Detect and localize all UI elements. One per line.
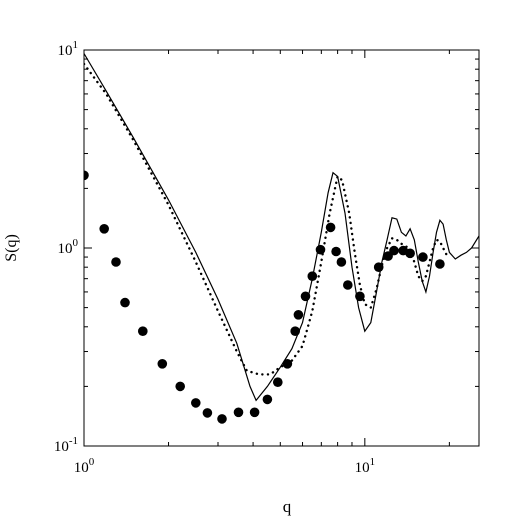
data-point: [111, 257, 121, 267]
data-point: [282, 359, 293, 369]
data-point: [217, 414, 227, 424]
y-tick-label: 100: [58, 237, 79, 257]
tick-exponent: 0: [89, 456, 95, 468]
x-tick-label: 100: [74, 456, 95, 476]
data-point: [99, 224, 109, 234]
series-dotted-line: [84, 62, 451, 376]
tick-exponent: -1: [69, 435, 78, 447]
data-point: [191, 398, 201, 408]
tick-base: 10: [54, 439, 69, 455]
tick-base: 10: [58, 43, 73, 59]
tick-base: 10: [74, 460, 89, 476]
series-group: [84, 53, 479, 424]
data-point: [273, 377, 283, 388]
data-point: [138, 326, 148, 337]
data-point: [435, 259, 445, 269]
tick-exponent: 1: [73, 39, 79, 51]
data-point: [84, 170, 89, 181]
data-point: [293, 310, 304, 320]
data-point: [249, 407, 260, 418]
tick-base: 10: [355, 460, 370, 476]
y-axis-label: S(q): [3, 234, 20, 262]
data-point: [405, 248, 415, 259]
data-point: [355, 291, 365, 302]
plot-frame: [83, 49, 480, 447]
x-tick-label: 101: [355, 456, 376, 476]
data-point: [418, 252, 428, 262]
data-point: [389, 245, 399, 256]
x-axis-label: q: [283, 497, 292, 516]
tick-base: 10: [58, 241, 73, 257]
data-point: [336, 257, 347, 267]
y-tick-label: 10-1: [54, 435, 78, 455]
data-point: [300, 291, 311, 302]
data-point: [202, 408, 213, 418]
data-point: [343, 280, 353, 290]
data-point: [307, 271, 318, 282]
series-solid-line: [84, 53, 479, 402]
data-point: [331, 246, 341, 257]
data-point: [290, 326, 301, 337]
data-point: [175, 381, 185, 392]
data-point: [373, 262, 384, 273]
data-point: [157, 359, 168, 369]
data-point: [233, 407, 244, 418]
axis-ticks: [83, 49, 479, 447]
data-point: [262, 394, 273, 405]
data-point: [120, 297, 130, 308]
y-tick-label: 101: [58, 39, 79, 59]
data-point: [325, 222, 336, 233]
data-point: [315, 244, 326, 255]
tick-exponent: 0: [73, 237, 79, 249]
tick-exponent: 1: [370, 456, 376, 468]
